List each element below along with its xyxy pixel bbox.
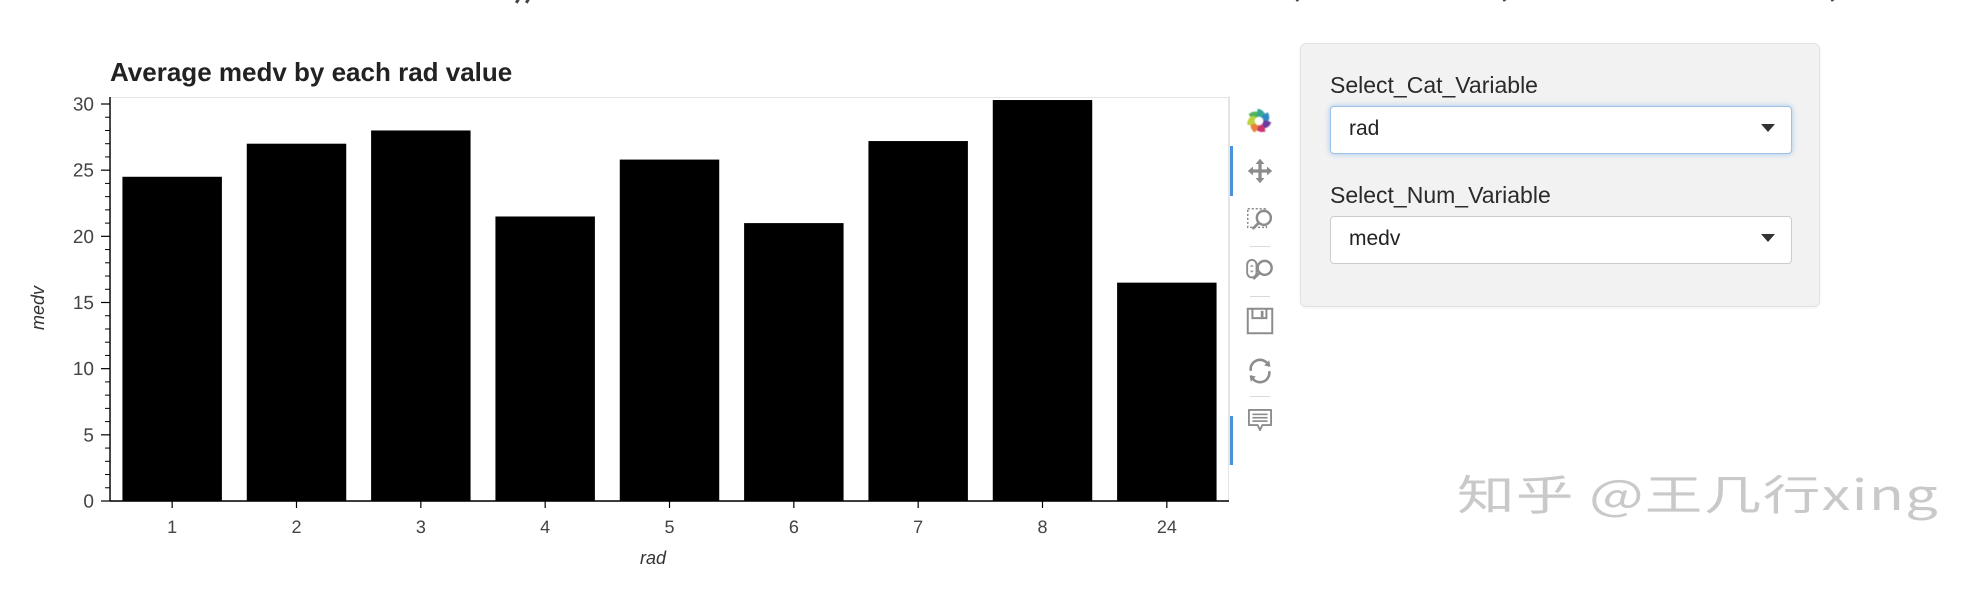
svg-text:30: 30 — [73, 95, 94, 116]
svg-text:3: 3 — [416, 517, 426, 537]
svg-text:20: 20 — [73, 227, 94, 248]
svg-text:5: 5 — [664, 517, 674, 537]
svg-text:7: 7 — [913, 517, 923, 537]
svg-text:10: 10 — [73, 359, 94, 380]
svg-text:24: 24 — [1157, 517, 1177, 537]
svg-text:15: 15 — [73, 293, 94, 314]
svg-text:0: 0 — [83, 492, 94, 513]
svg-text:4: 4 — [540, 517, 550, 537]
svg-text:1: 1 — [167, 517, 177, 537]
svg-text:25: 25 — [73, 161, 94, 182]
svg-text:5: 5 — [83, 425, 94, 446]
svg-text:6: 6 — [789, 517, 799, 537]
svg-text:8: 8 — [1037, 517, 1047, 537]
svg-text:2: 2 — [291, 517, 301, 537]
